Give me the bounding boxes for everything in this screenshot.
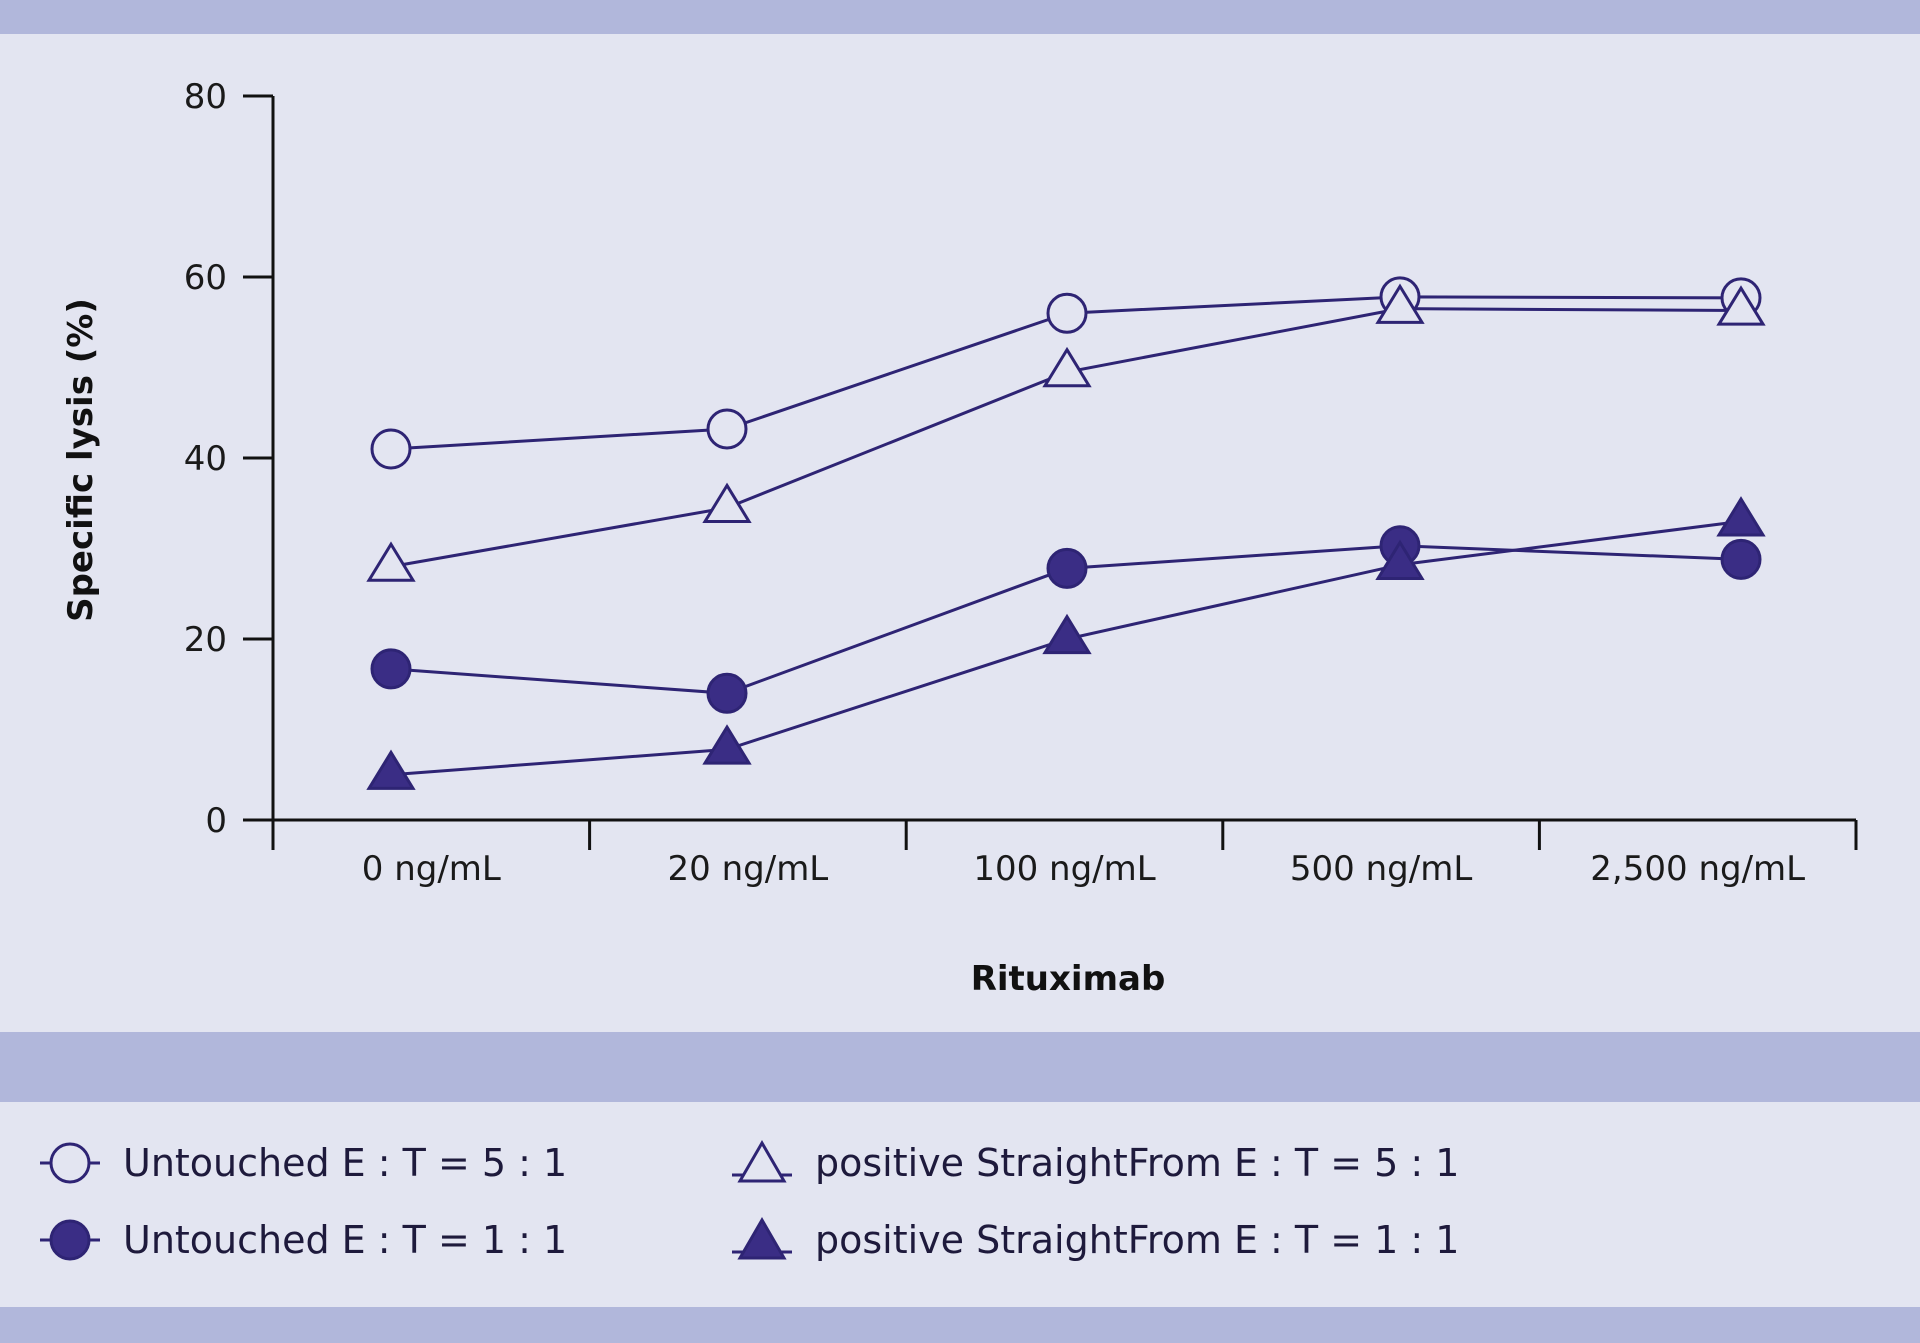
legend-item-positive-5-1: positive StraightFrom E : T = 5 : 1 [727, 1133, 1459, 1193]
legend: Untouched E : T = 5 : 1 Untouched E : T … [0, 1102, 1920, 1307]
data-point [1375, 539, 1425, 580]
data-point [706, 408, 748, 450]
x-tick-label: 0 ng/mL [362, 849, 501, 889]
data-point [366, 541, 416, 582]
x-tick-label: 100 ng/mL [973, 849, 1155, 889]
series-group [366, 276, 1766, 790]
legend-item-untouched-5-1: Untouched E : T = 5 : 1 [35, 1133, 567, 1193]
y-tick-label: 60 [184, 258, 227, 298]
series-triangle-filled [366, 496, 1766, 790]
data-point [1046, 292, 1088, 334]
legend-item-positive-1-1: positive StraightFrom E : T = 1 : 1 [727, 1210, 1459, 1270]
data-point [1046, 547, 1088, 589]
data-point [1042, 613, 1092, 655]
legend-label: Untouched E : T = 1 : 1 [123, 1218, 568, 1262]
data-point [1720, 538, 1762, 580]
triangle-open-icon [732, 1140, 792, 1183]
x-tick-label: 20 ng/mL [668, 849, 829, 889]
data-point [1716, 496, 1766, 537]
legend-label: positive StraightFrom E : T = 1 : 1 [815, 1218, 1460, 1262]
data-point [702, 482, 752, 523]
triangle-filled-icon [732, 1217, 792, 1260]
data-point [1375, 283, 1425, 324]
data-point [706, 672, 748, 714]
data-point [1716, 285, 1766, 326]
x-tick-label: 2,500 ng/mL [1590, 849, 1805, 889]
x-tick-label: 500 ng/mL [1290, 849, 1472, 889]
legend-label: positive StraightFrom E : T = 5 : 1 [815, 1141, 1460, 1185]
chart-axes [271, 96, 1856, 822]
y-tick-label: 20 [184, 620, 227, 660]
bottom-band [0, 1307, 1920, 1343]
x-axis-title: Rituximab [971, 959, 1166, 999]
data-point [366, 749, 416, 790]
data-point [370, 428, 412, 470]
y-tick-label: 40 [184, 439, 227, 479]
top-band [0, 0, 1920, 34]
y-axis-title: Specific lysis (%) [61, 298, 101, 622]
line-chart: 0 20 40 60 80 0 ng/mL 20 ng/mL 100 ng/mL 500 ng… [61, 77, 1858, 999]
legend-label: Untouched E : T = 5 : 1 [123, 1141, 568, 1185]
y-tick-label: 0 [205, 801, 227, 841]
data-point [1042, 346, 1092, 388]
data-point [702, 724, 752, 765]
data-point [370, 648, 412, 690]
circle-filled-icon [40, 1219, 100, 1261]
y-tick-label: 80 [184, 77, 227, 117]
circle-open-icon [40, 1142, 100, 1184]
y-axis-ticks: 0 20 40 60 80 [184, 77, 273, 841]
legend-item-untouched-1-1: Untouched E : T = 1 : 1 [35, 1210, 567, 1270]
x-axis-ticks: 0 ng/mL 20 ng/mL 100 ng/mL 500 ng/mL 2,500 n… [271, 820, 1858, 889]
series-triangle-open [366, 283, 1766, 582]
divider-band [0, 1032, 1920, 1102]
